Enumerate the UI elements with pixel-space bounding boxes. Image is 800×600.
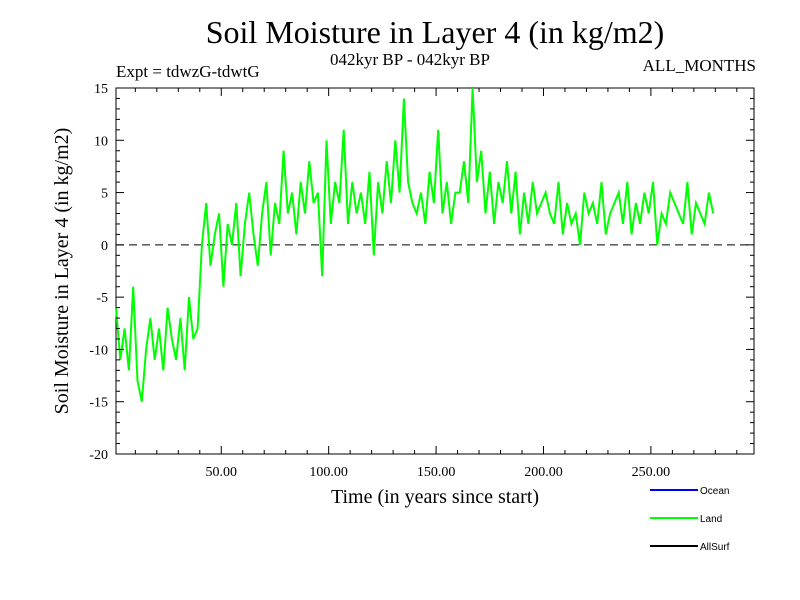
y-tick-label: 5 bbox=[101, 187, 108, 202]
y-tick-label: -10 bbox=[89, 343, 108, 358]
x-tick-label: 150.00 bbox=[417, 465, 456, 480]
y-tick-label: -15 bbox=[89, 396, 108, 411]
y-tick-label: 15 bbox=[94, 82, 108, 97]
chart-title: Soil Moisture in Layer 4 (in kg/m2) bbox=[205, 14, 665, 50]
y-axis-label: Soil Moisture in Layer 4 (in kg/m2) bbox=[51, 128, 73, 415]
x-tick-label: 100.00 bbox=[309, 465, 348, 480]
x-axis-label: Time (in years since start) bbox=[331, 486, 539, 508]
x-tick-label: 200.00 bbox=[524, 465, 563, 480]
legend-label: Ocean bbox=[700, 486, 729, 497]
y-tick-label: -20 bbox=[89, 448, 108, 463]
x-tick-label: 250.00 bbox=[632, 465, 671, 480]
y-tick-label: 10 bbox=[94, 134, 108, 149]
y-tick-label: -5 bbox=[96, 291, 108, 306]
chart-subtitle: 042kyr BP - 042kyr BP bbox=[330, 50, 490, 69]
legend-label: Land bbox=[700, 514, 722, 525]
legend-label: AllSurf bbox=[700, 542, 730, 553]
y-tick-label: 0 bbox=[101, 239, 108, 254]
x-tick-label: 50.00 bbox=[206, 465, 238, 480]
experiment-label: Expt = tdwzG-tdwtG bbox=[116, 62, 260, 81]
land-series-line bbox=[115, 87, 715, 402]
legend: Ocean Land AllSurf bbox=[650, 486, 730, 553]
plot-frame bbox=[115, 87, 755, 455]
months-label: ALL_MONTHS bbox=[642, 56, 756, 75]
axis-ticks: -20 -15 -10 -5 0 5 10 15 50.00 100.00 150.00 200.00… bbox=[89, 82, 754, 480]
